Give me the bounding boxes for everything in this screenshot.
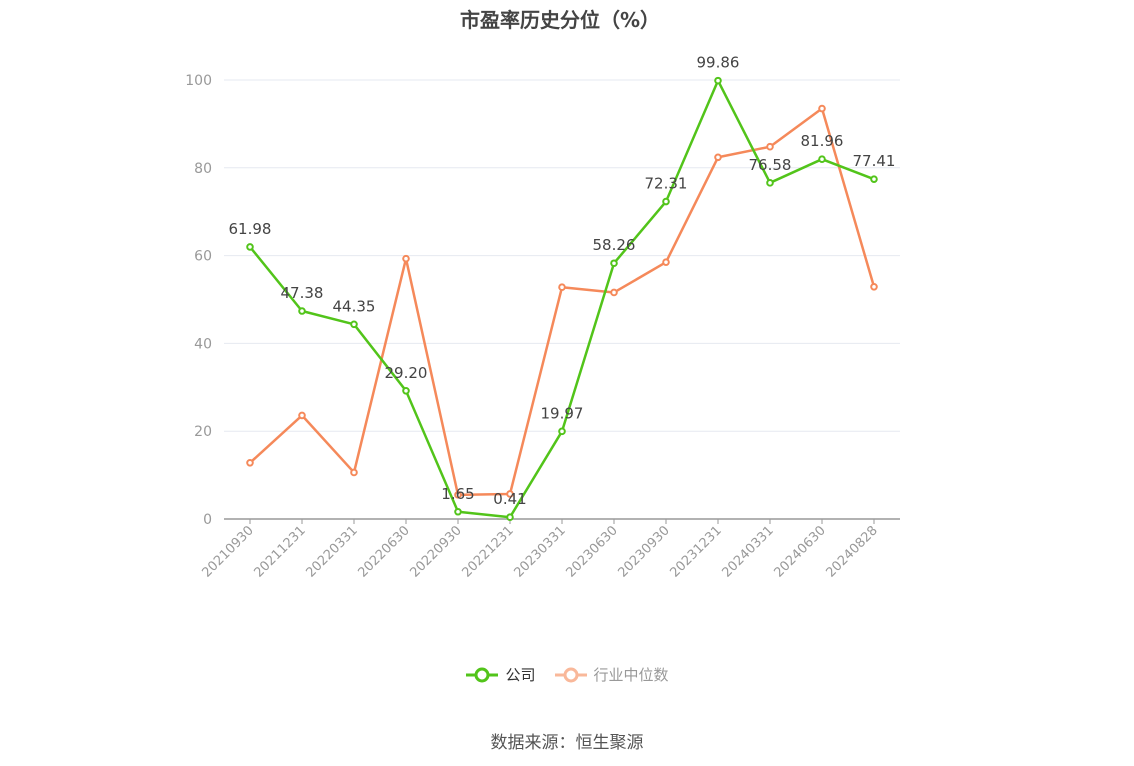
x-tick-label: 20211231 — [251, 523, 308, 580]
industry-point — [662, 258, 670, 266]
y-tick-label: 40 — [194, 336, 212, 352]
industry-point — [714, 153, 722, 162]
company-point — [506, 513, 514, 522]
x-tick-label: 20221231 — [459, 523, 516, 580]
data-label: 0.41 — [493, 490, 526, 508]
industry-point — [766, 142, 774, 151]
y-tick-label: 60 — [194, 249, 212, 265]
y-tick-label: 0 — [203, 512, 212, 528]
legend-industry-marker-icon — [554, 667, 587, 682]
industry-point — [818, 104, 826, 113]
industry-point — [454, 491, 462, 499]
chart-title: 市盈率历史分位（%） — [459, 8, 661, 32]
legend: 公司 行业中位数 — [0, 664, 1134, 685]
x-tick-label: 20220630 — [355, 523, 412, 580]
data-label: 47.38 — [281, 284, 324, 302]
data-label: 29.20 — [385, 364, 428, 382]
x-tick-label: 20240331 — [719, 523, 776, 580]
company-point — [766, 179, 774, 187]
data-label: 77.41 — [853, 152, 896, 170]
data-label: 99.86 — [697, 54, 740, 72]
data-label: 1.65 — [441, 485, 474, 503]
data-label: 72.31 — [645, 175, 688, 193]
legend-item-company[interactable]: 公司 — [465, 664, 536, 685]
x-tick-label: 20240828 — [823, 523, 880, 580]
company-point — [870, 175, 878, 183]
industry-point — [350, 468, 358, 477]
company-point — [662, 197, 670, 206]
legend-item-industry[interactable]: 行业中位数 — [554, 664, 669, 685]
x-tick-label: 20220930 — [407, 523, 464, 580]
data-label: 81.96 — [801, 132, 844, 150]
company-point — [714, 76, 722, 85]
x-tick-label: 20210930 — [199, 523, 256, 580]
industry-point — [298, 411, 306, 420]
company-point — [454, 507, 462, 516]
y-tick-label: 20 — [194, 424, 212, 440]
legend-label-company: 公司 — [505, 666, 536, 684]
company-point — [610, 259, 618, 268]
industry-point — [246, 459, 254, 467]
x-tick-label: 20230630 — [563, 523, 620, 580]
company-point — [402, 387, 410, 395]
data-label: 19.97 — [541, 404, 584, 422]
industry-point — [402, 254, 410, 263]
x-tick-label: 20230331 — [511, 523, 568, 580]
company-point — [298, 307, 306, 315]
company-point — [246, 243, 254, 251]
x-tick-label: 20240630 — [771, 523, 828, 580]
legend-label-industry: 行业中位数 — [593, 666, 669, 684]
industry-point — [610, 288, 618, 297]
data-label: 76.58 — [749, 156, 792, 174]
industry-point — [506, 490, 514, 498]
x-tick-label: 20220331 — [303, 523, 360, 580]
x-tick-label: 20230930 — [615, 523, 672, 580]
industry-point — [558, 283, 566, 292]
company-point — [818, 155, 826, 163]
data-label: 61.98 — [229, 220, 272, 238]
data-label: 58.26 — [593, 236, 636, 254]
company-point — [558, 427, 566, 436]
legend-company-marker-icon — [466, 667, 499, 682]
data-label: 44.35 — [333, 297, 376, 315]
x-tick-label: 20231231 — [667, 523, 724, 580]
data-source: 数据来源：恒生聚源 — [490, 733, 644, 753]
industry-point — [870, 282, 878, 291]
y-tick-label: 100 — [185, 73, 212, 89]
company-point — [350, 320, 358, 329]
y-tick-label: 80 — [194, 161, 212, 177]
